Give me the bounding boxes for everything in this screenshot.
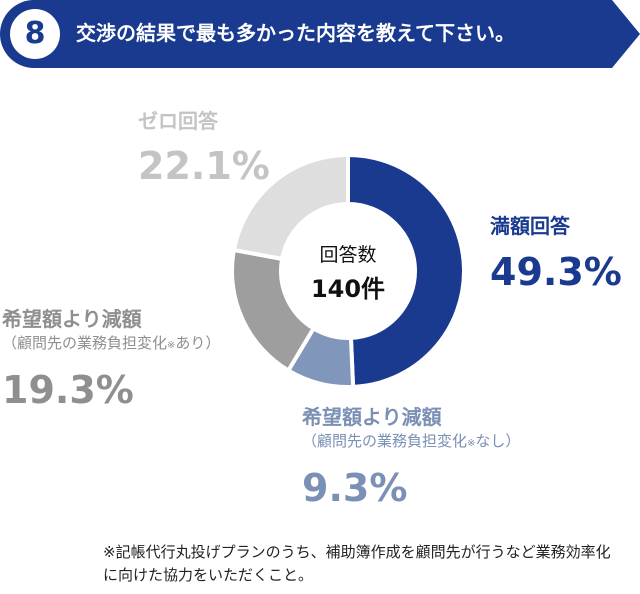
full-amount-label: 満額回答	[490, 214, 570, 238]
full-amount-value: 49.3%	[490, 250, 622, 294]
center-label: 回答数	[319, 244, 377, 266]
sublabel-text: （顧問先の業務負担変化	[302, 432, 468, 450]
sublabel-tail: あり）	[175, 334, 221, 352]
footnote: ※記帳代行丸投げプランのうち、補助簿作成を顧問先が行うなど業務効率化に向けた協力…	[103, 543, 611, 584]
donut-slice-full	[346, 152, 466, 389]
question-number: 8	[10, 9, 60, 59]
reduced-with-change-value: 19.3%	[2, 368, 134, 412]
reduced-no-change-value: 9.3%	[302, 466, 408, 510]
note-mark: ※	[167, 340, 176, 351]
center-value: 140件	[310, 275, 386, 303]
zero-answer-label: ゼロ回答	[138, 109, 218, 133]
sublabel-tail: なし）	[475, 432, 521, 450]
donut-slice-lesschange	[230, 247, 317, 374]
reduced-no-change-sublabel: （顧問先の業務負担変化※なし）	[302, 430, 520, 455]
reduced-with-change-sublabel: （顧問先の業務負担変化※あり）	[2, 332, 220, 357]
question-banner-shape	[0, 0, 640, 68]
note-mark: ※	[467, 438, 476, 449]
donut-slice-zero	[231, 152, 350, 262]
reduced-no-change-label: 希望額より減額	[302, 405, 442, 429]
reduced-with-change-label: 希望額より減額	[2, 307, 142, 331]
question-text: 交渉の結果で最も多かった内容を教えて下さい。	[76, 21, 515, 45]
sublabel-text: （顧問先の業務負担変化	[2, 334, 168, 352]
question-banner: 8 交渉の結果で最も多かった内容を教えて下さい。	[0, 0, 640, 68]
zero-answer-value: 22.1%	[138, 144, 270, 188]
